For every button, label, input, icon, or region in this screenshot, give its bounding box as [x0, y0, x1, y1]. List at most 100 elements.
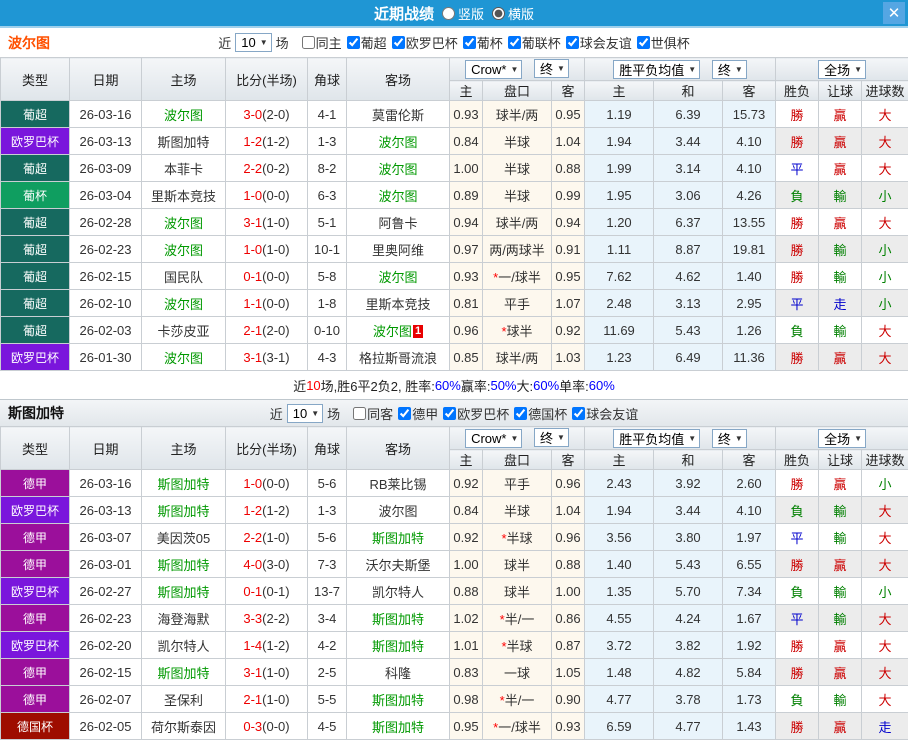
col-odds-draw: 和 — [653, 449, 724, 470]
cell-score: 2-2(1-0) — [225, 523, 308, 551]
col-odds-draw: 和 — [653, 80, 724, 101]
league-checkbox[interactable] — [636, 36, 650, 49]
layout-option-horizontal[interactable]: 横版 — [484, 4, 534, 23]
cell-odds-home: 1.48 — [584, 658, 655, 686]
same-venue-checkbox[interactable] — [301, 36, 315, 49]
cell-result-goals: 小 — [861, 181, 908, 209]
cell-score: 0-1(0-0) — [225, 262, 308, 290]
same-venue-filter[interactable]: 同客 — [348, 404, 393, 423]
handicap-stage-select[interactable]: 终 ▼ — [534, 428, 569, 447]
col-home: 主场 — [141, 57, 226, 101]
league-checkbox[interactable] — [507, 36, 521, 49]
league-filter-世俱杯[interactable]: 世俱杯 — [632, 33, 690, 52]
cell-result-handicap: 輸 — [818, 685, 863, 713]
cell-league: 欧罗巴杯 — [0, 343, 70, 371]
cell-league: 葡超 — [0, 208, 70, 236]
league-checkbox[interactable] — [398, 406, 412, 420]
cell-home-team: 斯图加特 — [141, 550, 226, 578]
cell-result-wdl: 勝 — [775, 469, 820, 497]
dropdown-arrow-icon: ▼ — [734, 64, 743, 74]
cell-date: 26-03-04 — [69, 181, 142, 209]
league-filter-德甲[interactable]: 德甲 — [393, 404, 438, 423]
odds-avg-select[interactable]: 胜平负均值 ▼ — [613, 59, 701, 79]
page-title: 近期战绩 — [373, 5, 434, 23]
cell-league: 葡超 — [0, 235, 70, 263]
horizontal-layout-radio[interactable] — [492, 6, 505, 20]
league-filter-欧罗巴杯[interactable]: 欧罗巴杯 — [438, 404, 509, 423]
cell-score: 3-1(1-0) — [225, 658, 308, 686]
league-checkbox[interactable] — [391, 36, 405, 49]
cell-result-goals: 大 — [861, 100, 908, 128]
cell-league: 葡超 — [0, 289, 70, 317]
matches-count-select[interactable]: 10 ▼ — [235, 33, 272, 52]
same-venue-filter[interactable]: 同主 — [297, 33, 342, 52]
cell-away-team: RB莱比锡 — [346, 469, 450, 497]
league-filter-球会友谊[interactable]: 球会友谊 — [567, 404, 638, 423]
cell-odds-away: 11.36 — [722, 343, 777, 371]
league-filter-葡联杯[interactable]: 葡联杯 — [503, 33, 561, 52]
vertical-layout-radio[interactable] — [441, 6, 455, 20]
cell-handicap-line: *半/一 — [482, 604, 552, 632]
cell-league: 德甲 — [0, 550, 70, 578]
odds-stage-select[interactable]: 终 ▼ — [711, 59, 747, 79]
league-filter-欧罗巴杯[interactable]: 欧罗巴杯 — [387, 33, 458, 52]
matches-count-select[interactable]: 10 ▼ — [286, 403, 324, 423]
league-checkbox[interactable] — [462, 36, 476, 49]
odds-provider-select[interactable]: Crow* ▼ — [465, 429, 523, 448]
league-checkbox[interactable] — [565, 36, 579, 49]
col-handicap-home: 主 — [449, 80, 483, 101]
cell-score: 3-3(2-2) — [225, 604, 308, 632]
league-checkbox[interactable] — [346, 36, 360, 49]
match-row: 德甲 26-03-07 美因茨05 2-2(1-0) 5-6 斯图加特 0.92 *半球 0.9… — [0, 523, 908, 551]
league-filter-葡杯[interactable]: 葡杯 — [458, 33, 503, 52]
scope-select[interactable]: 全场 ▼ — [818, 428, 866, 448]
cell-corner: 5-8 — [307, 262, 347, 290]
section-bar-porto: 波尔图 近 10 ▼ 场 同主 葡超 欧罗巴杯 葡杯 葡联杯 球会友谊 世俱杯 — [0, 28, 908, 57]
cell-odds-home: 3.72 — [584, 631, 655, 659]
league-checkbox[interactable] — [514, 406, 528, 420]
summary-part: 10 — [306, 377, 321, 393]
league-filter-球会友谊[interactable]: 球会友谊 — [561, 33, 632, 52]
odds-stage-select[interactable]: 终 ▼ — [711, 428, 747, 448]
cell-corner: 5-1 — [307, 208, 347, 236]
cell-result-wdl: 平 — [775, 523, 820, 551]
cell-handicap-home: 0.98 — [449, 685, 483, 713]
cell-home-team: 本菲卡 — [141, 154, 226, 182]
cell-handicap-home: 0.94 — [449, 208, 483, 236]
cell-odds-draw: 3.44 — [653, 496, 724, 524]
cell-handicap-line: *半球 — [482, 523, 552, 551]
cell-result-wdl: 勝 — [775, 631, 820, 659]
cell-score: 0-1(0-1) — [225, 577, 308, 605]
cell-score: 4-0(3-0) — [225, 550, 308, 578]
cell-league: 德国杯 — [0, 712, 70, 740]
league-checkbox[interactable] — [443, 406, 457, 420]
handicap-stage-select[interactable]: 终 ▼ — [534, 59, 569, 78]
odds-avg-select[interactable]: 胜平负均值 ▼ — [613, 428, 701, 448]
close-button[interactable]: ✕ — [883, 2, 905, 24]
cell-odds-home: 1.94 — [584, 496, 655, 524]
cell-result-goals: 大 — [861, 550, 908, 578]
col-result-goals: 进球数 — [861, 449, 908, 470]
league-checkbox[interactable] — [572, 406, 586, 420]
dropdown-arrow-icon: ▼ — [510, 434, 519, 443]
league-filter-德国杯[interactable]: 德国杯 — [509, 404, 567, 423]
cell-result-handicap: 輸 — [818, 604, 863, 632]
cell-date: 26-02-20 — [69, 631, 142, 659]
cell-result-wdl: 勝 — [775, 658, 820, 686]
cell-home-team: 国民队 — [141, 262, 226, 290]
cell-handicap-home: 0.93 — [449, 262, 483, 290]
cell-away-team: 莫雷伦斯 — [346, 100, 450, 128]
cell-score: 1-2(1-2) — [225, 496, 308, 524]
cell-score: 3-1(1-0) — [225, 208, 308, 236]
layout-option-vertical[interactable]: 竖版 — [434, 4, 484, 23]
match-row: 葡超 26-03-09 本菲卡 2-2(0-2) 8-2 波尔图 1.00 半球 0.88 1.9… — [0, 154, 908, 182]
cell-odds-home: 2.48 — [584, 289, 655, 317]
same-venue-checkbox[interactable] — [353, 406, 367, 420]
cell-corner: 0-10 — [307, 316, 347, 344]
cell-result-goals: 大 — [861, 208, 908, 236]
cell-result-handicap: 輸 — [818, 523, 863, 551]
league-filter-葡超[interactable]: 葡超 — [342, 33, 387, 52]
col-odds-away: 客 — [722, 80, 777, 101]
scope-select[interactable]: 全场 ▼ — [818, 59, 866, 79]
odds-provider-select[interactable]: Crow* ▼ — [465, 60, 523, 79]
